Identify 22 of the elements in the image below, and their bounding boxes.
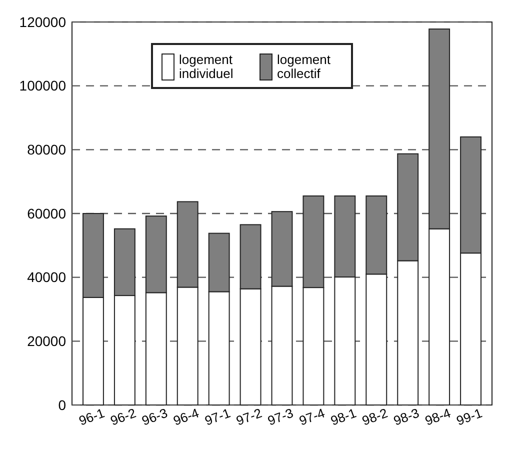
x-tick-label: 98-1 [328,405,358,428]
y-tick-label: 20000 [27,333,66,350]
x-tick-label: 97-2 [234,405,264,428]
y-tick-label: 0 [58,396,66,413]
legend-label: logement collectif [277,52,331,81]
y-tick-label: 60000 [27,205,66,222]
y-tick-label: 100000 [19,78,66,94]
y-tick-label: 80000 [27,142,66,158]
x-tick-label: 98-4 [422,405,453,428]
x-tick-label: 96-3 [140,405,170,428]
x-tick-label: 96-2 [108,405,138,428]
x-tick-label: 98-2 [360,405,390,428]
legend-label: logement individuel [179,52,234,81]
x-tick-label: 96-1 [76,405,106,428]
x-tick-label: 97-1 [202,405,232,428]
x-tick-label: 99-1 [454,405,484,428]
x-tick-label: 97-4 [297,405,327,428]
x-tick-label: 96-4 [171,405,201,428]
y-tick-label: 40000 [27,269,66,286]
y-tick-label: 120000 [19,14,66,30]
x-tick-label: 98-3 [392,405,422,428]
x-tick-label: 97-3 [266,405,296,428]
